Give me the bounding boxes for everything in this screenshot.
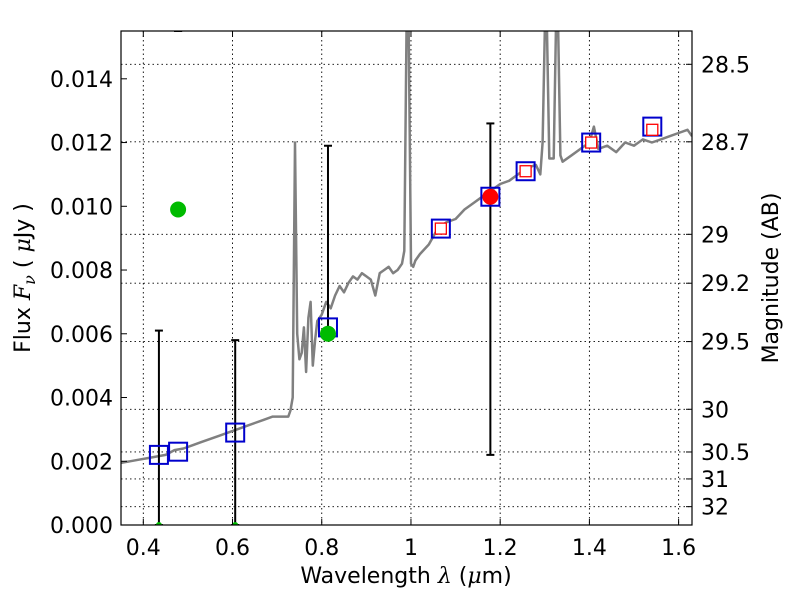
x-axis-label-units-open: (: [452, 564, 468, 589]
small-red-square-marker: [519, 165, 532, 178]
y2-tick-label: 28.5: [701, 53, 750, 78]
x-tick-label: 1.4: [572, 536, 607, 561]
plot-frame: [120, 30, 693, 526]
y2-tick-label: 30: [701, 398, 729, 423]
y2-tick-label: 28.7: [701, 131, 750, 156]
y-axis-label-prefix: Flux: [11, 300, 36, 353]
y2-axis-ticks: 28.5 28.7 29 29.2 29.5 30 30.531 32: [686, 53, 750, 521]
y2-tick-label: 29.5: [701, 331, 750, 356]
y2-axis-label: Magnitude (AB): [759, 193, 784, 364]
x-tick-label: 1: [404, 536, 418, 561]
y2-tick-label: 31: [701, 468, 729, 493]
x-tick-label: 0.6: [215, 536, 250, 561]
y-tick-label: 0.012: [50, 132, 113, 157]
observation-point: [155, 522, 162, 525]
y-axis-label-units-close: Jy ): [11, 203, 36, 240]
marker-layer: [148, 116, 663, 525]
model-photometry-box: [515, 161, 536, 182]
x-tick-label: 0.8: [304, 536, 339, 561]
x-axis-label-symbol: λ: [437, 564, 452, 589]
sed-model-layer: [121, 31, 692, 465]
sed-model-line: [121, 31, 692, 465]
x-axis-ticks: 0.4 0.6 0.8 1 1.2 1.4 1.6: [126, 31, 696, 561]
y-tick-label: 0.002: [50, 450, 113, 475]
y2-tick-label: 30.5: [701, 441, 750, 466]
y-tick-label: 0.014: [50, 68, 113, 93]
y-tick-label: 0.000: [50, 514, 113, 539]
y-axis-label-symbol-nu: ν: [20, 275, 39, 285]
y-tick-label: 0.004: [50, 387, 113, 412]
model-photometry-box: [581, 132, 602, 153]
x-tick-label: 1.6: [661, 536, 696, 561]
y-axis-label-units-mu: μ: [11, 238, 36, 252]
y2-tick-label: 29: [701, 223, 729, 248]
observation-point: [482, 188, 499, 205]
x-axis-label-units-mu: μ: [467, 564, 481, 589]
errorbar-layer: [154, 31, 495, 525]
y-tick-label: 0.006: [50, 323, 113, 348]
x-tick-label: 0.4: [126, 536, 161, 561]
observation-point: [232, 522, 239, 525]
y-tick-label: 0.010: [50, 195, 113, 220]
x-tick-label: 1.2: [483, 536, 518, 561]
observation-point: [170, 201, 187, 218]
grid-lines: [121, 31, 692, 525]
y2-tick-label: 32: [701, 496, 729, 521]
observation-point: [319, 325, 336, 342]
x-axis-label: Wavelength λ (μm): [300, 564, 511, 589]
y-axis-label-units-open: (: [11, 253, 36, 276]
model-photometry-box: [148, 444, 169, 465]
y-axis-label: Flux Fν ( μJy ): [11, 203, 39, 353]
x-axis-label-prefix: Wavelength: [300, 564, 438, 589]
model-photometry-box: [225, 422, 246, 443]
y2-tick-label: 29.2: [701, 272, 750, 297]
model-photometry-box: [430, 218, 451, 239]
y-tick-label: 0.008: [50, 259, 113, 284]
x-axis-label-units-close: m): [482, 564, 512, 589]
small-red-square-marker: [585, 136, 598, 149]
small-red-square-marker: [646, 123, 659, 136]
model-photometry-box: [168, 441, 189, 462]
y-axis-label-symbol-f: F: [11, 284, 36, 301]
small-red-square-marker: [434, 222, 447, 235]
y-axis-ticks: 0.000 0.002 0.004 0.006 0.008 0.010 0.012 0.014: [50, 68, 127, 539]
model-photometry-box: [480, 186, 501, 207]
